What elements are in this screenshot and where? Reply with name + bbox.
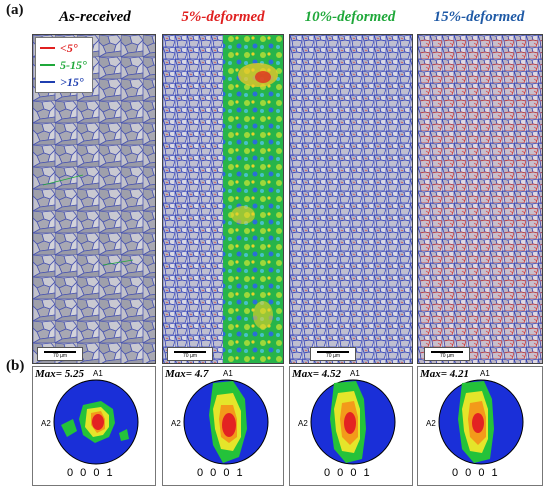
title-10-deformed: 10%-deformed: [304, 9, 396, 25]
axis-label-a2: A2: [426, 419, 436, 428]
scale-bar: 70 µm: [37, 347, 83, 361]
max-intensity-label: Max= 4.7: [165, 368, 209, 380]
pole-figure-plot: [183, 379, 269, 465]
title-5-deformed: 5%-deformed: [181, 9, 265, 25]
axis-label-a2: A2: [298, 419, 308, 428]
pole-figure-panel-10-deformed: Max= 4.52 A1 A2 0 0 0 1: [289, 366, 413, 486]
scale-bar-line: [431, 351, 463, 353]
scale-bar-line: [44, 351, 76, 353]
pole-index-label: 0 0 0 1: [324, 467, 372, 479]
pole-figure-plot: [310, 379, 396, 465]
scale-bar-line: [174, 351, 206, 353]
legend-item-mid: 5-15°: [40, 58, 87, 72]
pole-index-label: 0 0 0 1: [67, 467, 115, 479]
ebsd-map-5-deformed: 70 µm: [162, 34, 284, 364]
grain-boundary-map: [163, 35, 283, 363]
misorientation-legend: <5° 5-15° >15°: [35, 37, 93, 93]
pole-index-label: 0 0 0 1: [197, 467, 245, 479]
axis-label-a2: A2: [171, 419, 181, 428]
max-intensity-label: Max= 4.52: [292, 368, 342, 380]
ebsd-map-as-received: <5° 5-15° >15° 70 µm: [32, 34, 156, 364]
max-intensity-label: Max= 4.21: [420, 368, 470, 380]
max-intensity-label: Max= 5.25: [35, 368, 85, 380]
title-15-deformed: 15%-deformed: [433, 9, 525, 25]
pole-figure-panel-15-deformed: Max= 4.21 A1 A2 0 0 0 1: [417, 366, 543, 486]
scale-bar: 70 µm: [167, 347, 213, 361]
green-line-icon: [40, 64, 55, 66]
axis-label-a1: A1: [93, 369, 103, 378]
blue-line-icon: [40, 81, 55, 83]
ebsd-map-10-deformed: 70 µm: [289, 34, 413, 364]
axis-label-a1: A1: [480, 369, 490, 378]
legend-label-high: >15°: [60, 74, 84, 89]
ebsd-map-15-deformed: 70 µm: [417, 34, 543, 364]
panel-label-a: (a): [6, 2, 24, 18]
scale-bar: 70 µm: [310, 347, 356, 361]
legend-item-high: >15°: [40, 75, 84, 89]
scale-bar-label: 70 µm: [326, 353, 340, 359]
scale-bar-line: [317, 351, 349, 353]
pole-figure-plot: [438, 379, 524, 465]
title-as-received: As-received: [59, 9, 131, 25]
grain-boundary-map: [290, 35, 412, 363]
axis-label-a1: A1: [223, 369, 233, 378]
pole-index-label: 0 0 0 1: [452, 467, 500, 479]
legend-label-mid: 5-15°: [60, 57, 87, 72]
axis-label-a1: A1: [350, 369, 360, 378]
legend-item-low: <5°: [40, 41, 78, 55]
pole-figure-plot: [53, 379, 139, 465]
axis-label-a2: A2: [41, 419, 51, 428]
scale-bar-label: 70 µm: [53, 353, 67, 359]
legend-label-low: <5°: [60, 40, 78, 55]
pole-figure-panel-5-deformed: Max= 4.7 A1 A2 0 0 0 1: [162, 366, 284, 486]
panel-label-b: (b): [6, 358, 25, 374]
red-line-icon: [40, 47, 55, 49]
grain-boundary-map: [418, 35, 542, 363]
scale-bar: 70 µm: [424, 347, 470, 361]
scale-bar-label: 70 µm: [183, 353, 197, 359]
pole-figure-panel-as-received: Max= 5.25 A1 A2 0 0 0 1: [32, 366, 156, 486]
scale-bar-label: 70 µm: [440, 353, 454, 359]
